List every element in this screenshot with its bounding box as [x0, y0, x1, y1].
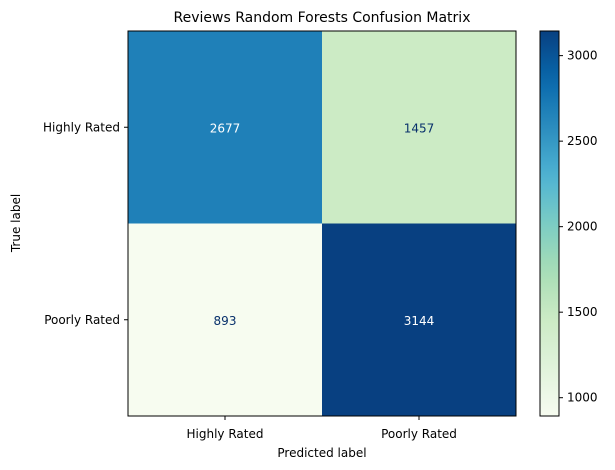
cell-value-label: 893: [214, 314, 237, 328]
plot-frame: [127, 30, 517, 417]
colorbar-tick-label: 1000: [567, 391, 598, 405]
matrix-cell: [322, 31, 516, 224]
matrix-cell: [128, 31, 322, 224]
matrix-cells: [128, 31, 516, 416]
colorbar-tick-label: 3000: [567, 49, 598, 63]
x-axis-ticks: Highly Rated Poorly Rated: [187, 416, 457, 441]
matrix-cell-labels: 2677 1457 893 3144: [210, 121, 435, 328]
y-tick-label: Highly Rated: [43, 120, 120, 134]
colorbar-tick-label: 1500: [567, 305, 598, 319]
matrix-cell: [128, 223, 322, 416]
y-tick-label: Poorly Rated: [44, 313, 120, 327]
colorbar: [539, 30, 560, 417]
y-axis-ticks: Highly Rated Poorly Rated: [43, 120, 128, 327]
colorbar-tick-label: 2500: [567, 134, 598, 148]
x-axis-label: Predicted label: [277, 446, 366, 460]
cell-value-label: 2677: [210, 121, 241, 135]
y-axis-label: True label: [9, 194, 23, 253]
colorbar-tick-label: 2000: [567, 220, 598, 234]
matrix-cell: [322, 223, 516, 416]
cell-value-label: 3144: [404, 314, 435, 328]
x-tick-label: Highly Rated: [187, 427, 264, 441]
cell-value-label: 1457: [404, 121, 435, 135]
x-tick-label: Poorly Rated: [381, 427, 457, 441]
colorbar-ticks: 1000 1500 2000 2500 3000: [559, 49, 598, 405]
chart-title: Reviews Random Forests Confusion Matrix: [174, 10, 471, 26]
